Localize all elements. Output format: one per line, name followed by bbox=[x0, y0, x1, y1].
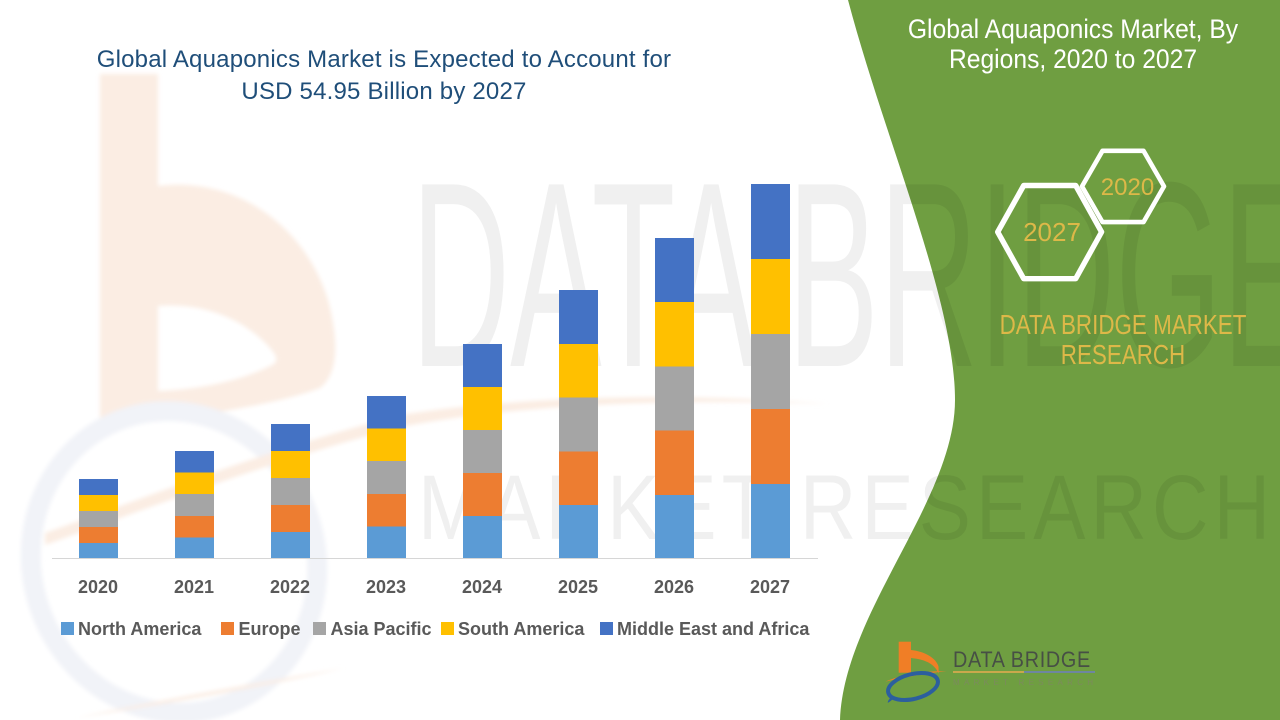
svg-text:2020: 2020 bbox=[1101, 174, 1154, 201]
svg-text:2027: 2027 bbox=[1023, 217, 1081, 247]
